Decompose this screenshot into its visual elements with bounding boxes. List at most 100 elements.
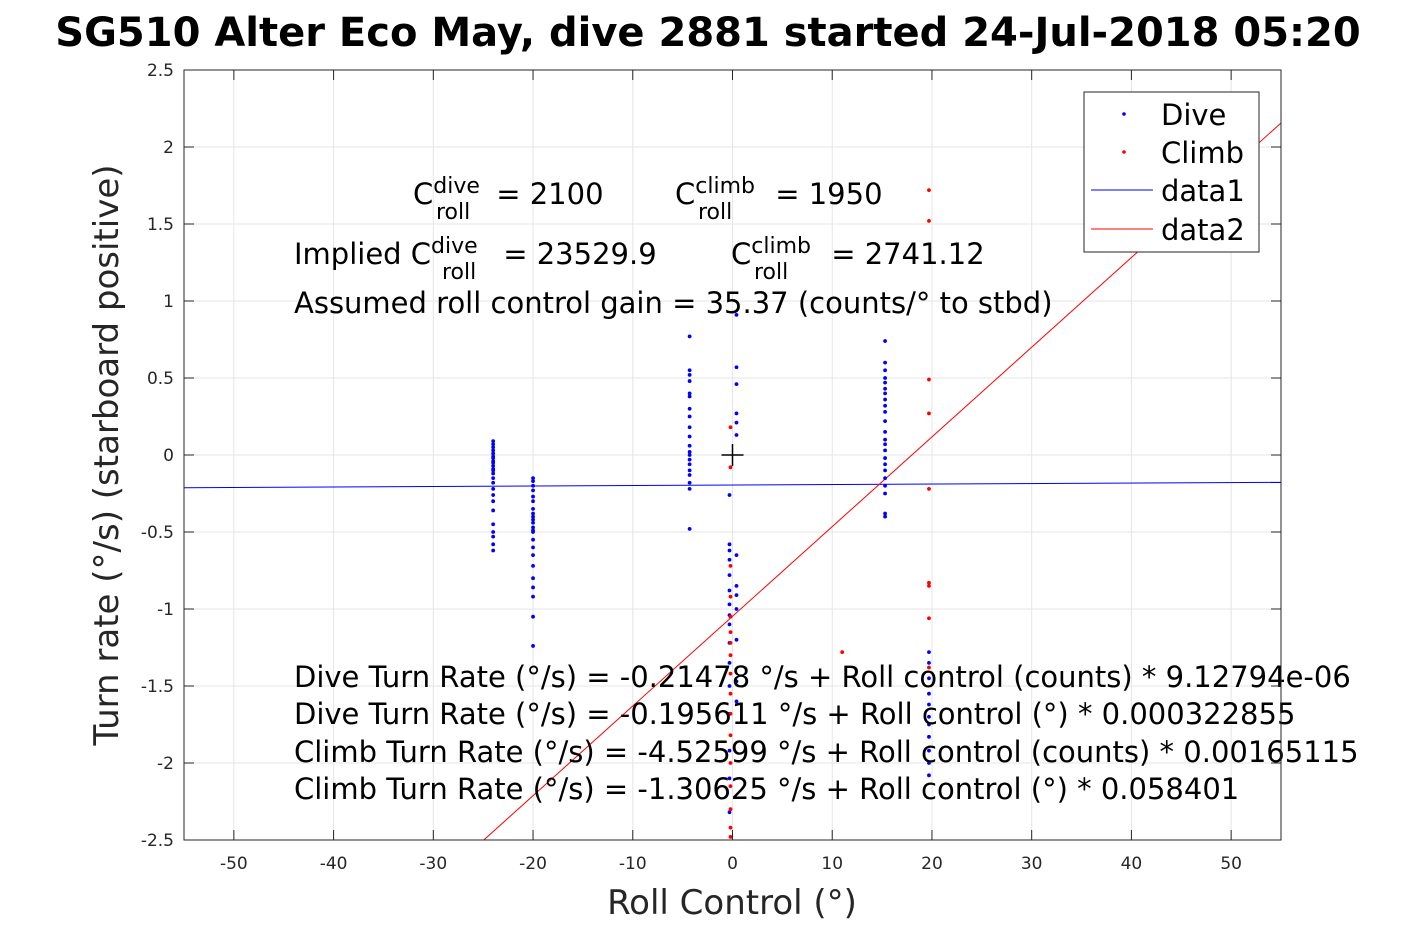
dive-point xyxy=(531,614,535,619)
dive-point xyxy=(883,491,887,496)
y-tick-label: -2 xyxy=(157,754,174,774)
equation-climb-degrees: Climb Turn Rate (°/s) = -1.30625 °/s + R… xyxy=(294,772,1239,806)
x-tick-label: 40 xyxy=(1121,854,1143,874)
dive-point xyxy=(687,394,692,399)
dive-point xyxy=(927,773,931,778)
dive-point xyxy=(727,557,732,562)
dive-point xyxy=(531,517,535,522)
x-tick-label: -30 xyxy=(419,854,447,874)
dive-point xyxy=(687,425,692,430)
climb-point xyxy=(927,377,931,382)
dive-point xyxy=(491,476,496,480)
dive-point xyxy=(531,511,535,516)
climb-point xyxy=(728,630,733,634)
x-axis-label: Roll Control (°) xyxy=(607,883,857,923)
dive-point xyxy=(927,691,931,696)
dive-point xyxy=(883,403,887,408)
dive-point xyxy=(927,661,931,665)
climb-point xyxy=(927,616,931,621)
x-tick-label: 0 xyxy=(727,854,738,874)
x-tick-label: 30 xyxy=(1021,854,1043,874)
dive-point xyxy=(491,530,496,534)
dive-point xyxy=(883,462,887,467)
x-tick-label: 10 xyxy=(821,854,843,874)
legend-data2-label[interactable]: data2 xyxy=(1161,213,1245,247)
climb-point xyxy=(927,665,931,670)
x-tick-label: -20 xyxy=(519,854,547,874)
dive-point xyxy=(531,499,535,504)
y-tick-label: 0 xyxy=(163,446,174,466)
climb-point xyxy=(927,486,931,491)
c-dive-annotation: Cdive roll = 2100 xyxy=(413,174,604,225)
y-tick-label: 2 xyxy=(163,138,174,158)
dive-point xyxy=(727,602,732,607)
dive-point xyxy=(734,593,739,598)
dive-point xyxy=(531,520,535,525)
climb-point xyxy=(728,594,733,599)
dive-point xyxy=(687,379,692,383)
y-tick-label: -0.5 xyxy=(141,523,174,543)
dive-point xyxy=(727,588,732,593)
dive-point xyxy=(734,312,739,317)
dive-point xyxy=(687,453,692,457)
dive-point xyxy=(531,525,535,530)
equation-dive-degrees: Dive Turn Rate (°/s) = -0.195611 °/s + R… xyxy=(294,697,1295,731)
y-tick-label: 1 xyxy=(163,292,174,312)
dive-point xyxy=(687,486,692,491)
dive-point xyxy=(883,511,887,516)
dive-point xyxy=(734,637,739,642)
dive-point xyxy=(727,684,732,688)
dive-point xyxy=(491,439,496,444)
dive-point xyxy=(883,380,887,385)
dive-point xyxy=(927,734,931,739)
dive-point xyxy=(491,468,496,473)
dive-point xyxy=(687,443,692,448)
dive-point xyxy=(727,776,732,781)
climb-point xyxy=(728,733,733,738)
dive-point xyxy=(531,507,535,511)
dive-point xyxy=(727,810,732,815)
dive-point xyxy=(491,460,496,465)
gain-annotation: Assumed roll control gain = 35.37 (count… xyxy=(294,286,1053,320)
legend: Dive Climb data1 data2 xyxy=(1083,91,1260,253)
climb-point xyxy=(728,563,733,568)
y-tick-label: -1.5 xyxy=(141,677,174,697)
climb-point xyxy=(840,650,845,655)
x-tick-label: -40 xyxy=(320,854,348,874)
legend-data1-label[interactable]: data1 xyxy=(1161,174,1245,208)
dive-point xyxy=(927,702,931,707)
legend-dive-label[interactable]: Dive xyxy=(1161,98,1226,132)
dive-point xyxy=(734,365,739,370)
climb-point xyxy=(728,835,733,839)
dive-point xyxy=(687,473,692,477)
implied-dive-annotation: Implied Cdive roll = 23529.9 xyxy=(294,234,657,285)
dive-point xyxy=(531,545,535,550)
data1-fit-line xyxy=(184,481,1281,489)
dive-point xyxy=(687,480,692,485)
x-tick-label: 50 xyxy=(1220,854,1242,874)
legend-climb-marker[interactable] xyxy=(1122,150,1126,154)
dive-point xyxy=(883,448,887,453)
dive-point xyxy=(727,493,732,497)
dive-point xyxy=(491,480,496,485)
dive-point xyxy=(734,679,739,684)
dive-point xyxy=(491,448,496,453)
legend-box xyxy=(1083,91,1260,253)
dive-point xyxy=(491,463,496,468)
dive-point xyxy=(687,450,692,454)
dive-point xyxy=(927,761,931,765)
dive-point xyxy=(727,542,732,547)
dive-point xyxy=(491,548,496,553)
dive-point xyxy=(687,527,692,531)
dive-point xyxy=(531,585,535,590)
dive-point xyxy=(883,468,887,473)
legend-climb-label[interactable]: Climb xyxy=(1161,136,1244,170)
x-tick-label: -50 xyxy=(220,854,248,874)
dive-point xyxy=(734,553,739,557)
dive-point xyxy=(727,622,732,627)
dive-point xyxy=(883,483,887,488)
dive-point xyxy=(531,563,535,568)
dive-point xyxy=(734,411,739,416)
dive-point xyxy=(883,430,887,434)
legend-dive-marker[interactable] xyxy=(1122,112,1126,116)
